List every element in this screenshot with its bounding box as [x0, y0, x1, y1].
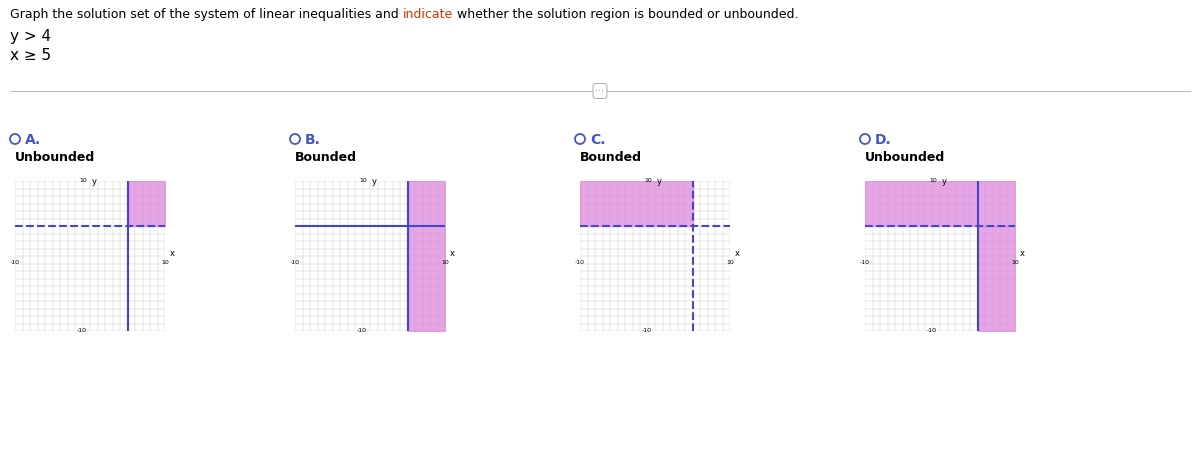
Text: -10: -10 [10, 260, 20, 266]
Text: -10: -10 [77, 328, 88, 334]
Text: 10: 10 [359, 178, 367, 184]
Text: x ≥ 5: x ≥ 5 [10, 48, 52, 63]
Text: -10: -10 [290, 260, 300, 266]
Text: whether the solution region is bounded or unbounded.: whether the solution region is bounded o… [454, 8, 798, 21]
Text: -10: -10 [358, 328, 367, 334]
Text: Unbounded: Unbounded [14, 151, 95, 164]
Text: ···: ··· [595, 86, 605, 96]
Text: y: y [372, 177, 377, 186]
Text: 10: 10 [161, 260, 169, 266]
Text: 10: 10 [442, 260, 449, 266]
Text: y: y [91, 177, 96, 186]
Text: y > 4: y > 4 [10, 29, 52, 44]
Text: y: y [656, 177, 661, 186]
Text: Graph the solution set of the system of linear inequalities and: Graph the solution set of the system of … [10, 8, 403, 21]
Text: x: x [450, 249, 455, 258]
Text: 10: 10 [644, 178, 652, 184]
Text: C.: C. [590, 133, 606, 147]
Text: D.: D. [875, 133, 892, 147]
Text: y: y [942, 177, 947, 186]
Text: -10: -10 [575, 260, 586, 266]
Text: x: x [169, 249, 174, 258]
Text: -10: -10 [642, 328, 652, 334]
Text: -10: -10 [860, 260, 870, 266]
Text: 10: 10 [79, 178, 88, 184]
Text: Bounded: Bounded [295, 151, 358, 164]
Text: -10: -10 [928, 328, 937, 334]
Text: 10: 10 [929, 178, 937, 184]
Text: indicate: indicate [403, 8, 454, 21]
Text: x: x [1020, 249, 1025, 258]
Text: 10: 10 [726, 260, 734, 266]
Text: A.: A. [25, 133, 41, 147]
Text: x: x [734, 249, 739, 258]
Text: 10: 10 [1012, 260, 1019, 266]
Text: B.: B. [305, 133, 320, 147]
Text: Bounded: Bounded [580, 151, 642, 164]
Text: Unbounded: Unbounded [865, 151, 946, 164]
